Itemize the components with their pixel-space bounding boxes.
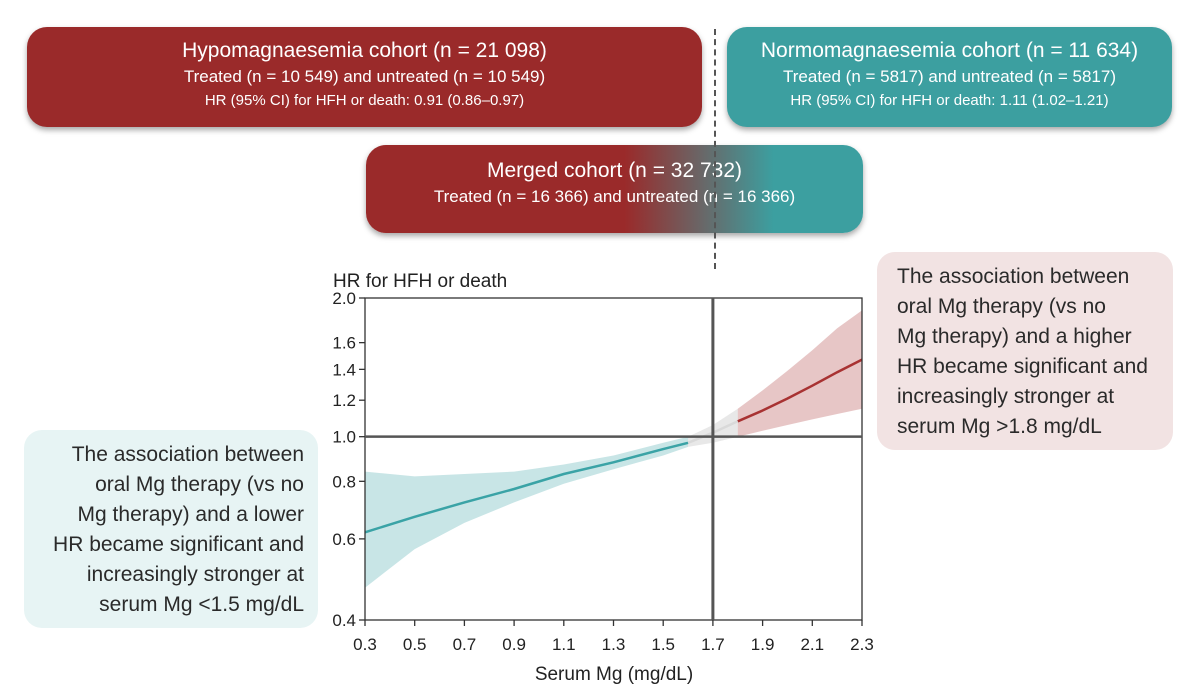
hypo-cohort-counts: Treated (n = 10 549) and untreated (n = …: [183, 67, 546, 86]
x-tick-label: 0.7: [453, 635, 477, 654]
hr-line-higher-HR: [737, 358, 863, 423]
note-right-line: increasingly stronger at: [897, 385, 1115, 408]
hypo-cohort-title: Hypomagnaesemia cohort (n = 21 098): [182, 39, 547, 62]
hypomagnaesemia-cohort-box: Hypomagnaesemia cohort (n = 21 098) Trea…: [27, 27, 702, 127]
x-tick-label: 0.3: [353, 635, 377, 654]
y-tick-label: 1.6: [332, 334, 356, 353]
y-axis-label: HR for HFH or death: [333, 271, 507, 292]
note-right-line: serum Mg >1.8 mg/dL: [897, 415, 1102, 438]
y-tick-label: 1.4: [332, 360, 356, 379]
merged-cohort-title: Merged cohort (n = 32 732): [486, 159, 743, 182]
x-tick-label: 1.1: [552, 635, 576, 654]
note-left-line: increasingly stronger at: [86, 563, 304, 586]
cohort-divider-dashed-line: [714, 29, 716, 269]
x-tick-label: 1.7: [701, 635, 725, 654]
y-tick-label: 0.6: [332, 530, 356, 549]
note-right-line: The association between: [897, 265, 1130, 288]
x-axis-label: Serum Mg (mg/dL): [535, 664, 693, 685]
x-tick-label: 1.9: [751, 635, 775, 654]
normomagnaesemia-cohort-box: Normomagnaesemia cohort (n = 11 634) Tre…: [727, 27, 1172, 127]
merged-cohort-box: Merged cohort (n = 32 732) Treated (n = …: [366, 145, 863, 233]
note-left-line: oral Mg therapy (vs no: [95, 473, 304, 496]
ci-bands: [365, 310, 862, 588]
merged-cohort-counts: Treated (n = 16 366) and untreated (n = …: [433, 187, 796, 206]
y-tick-label: 1.2: [332, 391, 356, 410]
x-tick-label: 0.5: [403, 635, 427, 654]
note-right-line: HR became significant and: [897, 355, 1148, 378]
note-left-line: The association between: [71, 443, 304, 466]
y-tick-label: 0.8: [332, 472, 356, 491]
higher-hr-note: The association between oral Mg therapy (…: [877, 252, 1173, 450]
hr-line-lower-HR: [364, 441, 689, 534]
note-right-line: Mg therapy) and a higher: [897, 325, 1132, 348]
ci-band-lower-HR: [365, 436, 689, 588]
normo-cohort-counts: Treated (n = 5817) and untreated (n = 58…: [783, 67, 1116, 86]
hypo-cohort-hr: HR (95% CI) for HFH or death: 0.91 (0.86…: [204, 92, 525, 109]
y-tick-label: 1.0: [332, 428, 356, 447]
x-tick-label: 1.3: [602, 635, 626, 654]
normo-cohort-title: Normomagnaesemia cohort (n = 11 634): [760, 39, 1139, 62]
ticks: 0.4 0.6 0.8 1.0 1.2 1.4 1.6 2.0 0.3 0.5 0.7 0.9 1.1 1…: [332, 289, 873, 654]
note-left-line: serum Mg <1.5 mg/dL: [99, 593, 304, 616]
x-tick-label: 0.9: [502, 635, 526, 654]
y-tick-label: 0.4: [332, 611, 356, 630]
note-left-line: Mg therapy) and a lower: [77, 503, 304, 526]
lower-hr-note: The association between oral Mg therapy (…: [24, 430, 318, 628]
x-tick-label: 2.1: [800, 635, 824, 654]
x-tick-label: 2.3: [850, 635, 874, 654]
y-tick-label: 2.0: [332, 289, 356, 308]
note-left-line: HR became significant and: [53, 533, 304, 556]
x-tick-label: 1.5: [651, 635, 675, 654]
note-right-line: oral Mg therapy (vs no: [897, 295, 1106, 318]
ci-band-higher-HR: [737, 310, 862, 437]
normo-cohort-hr: HR (95% CI) for HFH or death: 1.11 (1.02…: [790, 92, 1109, 109]
